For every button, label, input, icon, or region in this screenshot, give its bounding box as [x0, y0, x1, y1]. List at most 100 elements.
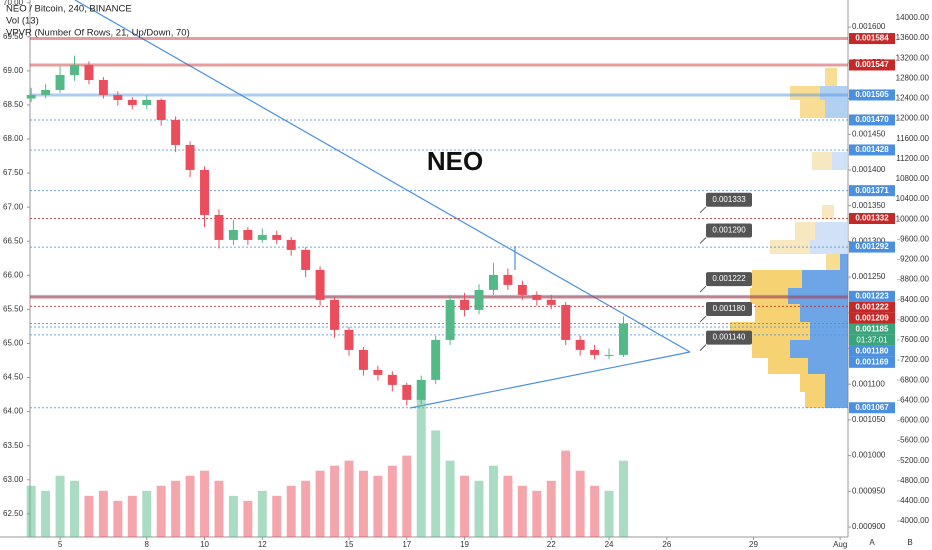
- y3-tick-label: 5600.00: [900, 436, 929, 445]
- candle-body: [55, 74, 65, 90]
- vpvr-row: [810, 240, 848, 254]
- y-tick-label: 0.000900: [852, 522, 886, 531]
- candle-body: [546, 299, 556, 305]
- price-tag: [849, 144, 895, 156]
- candle-body: [301, 249, 311, 270]
- volume-bar: [387, 465, 397, 537]
- candle-body: [416, 379, 426, 400]
- candle-body: [315, 269, 325, 300]
- candle-body: [272, 234, 282, 240]
- price-tag-label: 0.001223: [855, 291, 889, 300]
- candle-body: [575, 339, 585, 350]
- callout-pointer: [699, 206, 707, 214]
- volume-bar: [517, 485, 527, 537]
- y3-tick-label: 11600.00: [896, 134, 929, 143]
- y3-tick-label: 4400.00: [900, 496, 929, 505]
- vpvr-row: [755, 304, 800, 322]
- volume-bar: [344, 460, 354, 537]
- scale-button[interactable]: A: [869, 538, 875, 547]
- candle-body: [431, 339, 441, 380]
- volume-bar: [315, 470, 325, 537]
- price-tag: [849, 213, 895, 225]
- vpvr-row: [840, 254, 848, 270]
- x-tick-label: 5: [58, 540, 63, 549]
- volume-bar: [416, 395, 426, 537]
- y-tick-label: 0.001000: [852, 451, 886, 460]
- candle-body: [402, 384, 412, 400]
- y2-tick-label: 68.00: [3, 134, 24, 143]
- countdown-tag: [849, 334, 895, 346]
- indicator-label: Vol (13): [6, 16, 39, 27]
- y-tick-label: 0.001100: [852, 379, 885, 388]
- y2-tick-label: 67.00: [3, 202, 24, 211]
- y3-tick-label: 9200.00: [900, 255, 929, 264]
- y3-tick-label: 12400.00: [896, 94, 930, 103]
- volume-bar: [228, 495, 238, 537]
- y3-tick-label: 10800.00: [896, 174, 930, 183]
- price-tag-label: 0.001169: [856, 357, 889, 366]
- x-tick-label: 26: [662, 540, 671, 549]
- vpvr-row: [768, 358, 808, 374]
- y-tick-label: 0.001350: [852, 201, 886, 210]
- volume-bar: [358, 470, 368, 537]
- candle-body: [474, 289, 484, 310]
- vpvr-row: [810, 322, 848, 340]
- volume-bar: [488, 465, 498, 537]
- candle-body: [257, 234, 267, 240]
- price-tag: [849, 402, 895, 414]
- y3-tick-label: 4800.00: [900, 476, 929, 485]
- price-tag: [849, 356, 895, 368]
- volume-bar: [575, 470, 585, 537]
- volume-bar: [272, 495, 282, 537]
- x-tick-label: 12: [258, 540, 267, 549]
- price-tag: [849, 59, 895, 71]
- vpvr-row: [752, 340, 790, 358]
- y3-tick-label: 8400.00: [900, 295, 929, 304]
- y3-tick-label: 6400.00: [900, 395, 929, 404]
- price-tag-label: 0.001332: [855, 214, 889, 223]
- y3-tick-label: 13600.00: [896, 33, 930, 42]
- volume-bar: [503, 475, 513, 537]
- price-tag-label: 0.001067: [855, 403, 889, 412]
- volume-bar: [142, 490, 152, 537]
- countdown-label: 01:37:01: [856, 335, 888, 344]
- volume-bar: [257, 490, 267, 537]
- volume-bar: [546, 480, 556, 537]
- callout-label: 0.001180: [713, 304, 746, 313]
- volume-bar: [214, 480, 224, 537]
- y3-tick-label: 6000.00: [900, 416, 929, 425]
- y3-tick-label: 11200.00: [896, 154, 929, 163]
- y2-tick-label: 63.00: [3, 475, 24, 484]
- volume-bar: [70, 480, 79, 537]
- callout-pointer: [699, 285, 707, 293]
- callout-pointer: [699, 237, 707, 244]
- y-tick-label: 0.001300: [852, 236, 886, 245]
- volume-bar: [185, 475, 195, 537]
- y3-tick-label: 7200.00: [900, 355, 929, 364]
- vpvr-row: [832, 152, 848, 170]
- callout-pointer: [699, 315, 707, 323]
- x-tick-label: 19: [460, 540, 469, 549]
- candle-body: [330, 299, 340, 330]
- scale-button[interactable]: B: [907, 538, 912, 547]
- volume-bar: [26, 485, 36, 537]
- y-tick-label: 0.001400: [852, 165, 886, 174]
- callout-box: [706, 302, 752, 317]
- candle-body: [590, 349, 600, 355]
- candle-body: [70, 64, 79, 75]
- vpvr-row: [788, 288, 848, 304]
- price-tag-label: 0.001470: [855, 115, 889, 124]
- candle-body: [171, 119, 181, 145]
- volume-bar: [41, 490, 51, 537]
- vpvr-row: [826, 254, 840, 270]
- volume-bar: [474, 480, 484, 537]
- y3-tick-label: 14000.00: [896, 13, 930, 22]
- indicator-label: VPVR (Number Of Rows, 21, Up/Down, 70): [6, 28, 190, 39]
- volume-bar: [431, 430, 441, 537]
- price-tag: [849, 241, 895, 253]
- price-tag-label: 0.001584: [855, 34, 889, 43]
- candle-body: [185, 144, 195, 170]
- candle-body: [156, 99, 166, 120]
- volume-bar: [445, 460, 455, 537]
